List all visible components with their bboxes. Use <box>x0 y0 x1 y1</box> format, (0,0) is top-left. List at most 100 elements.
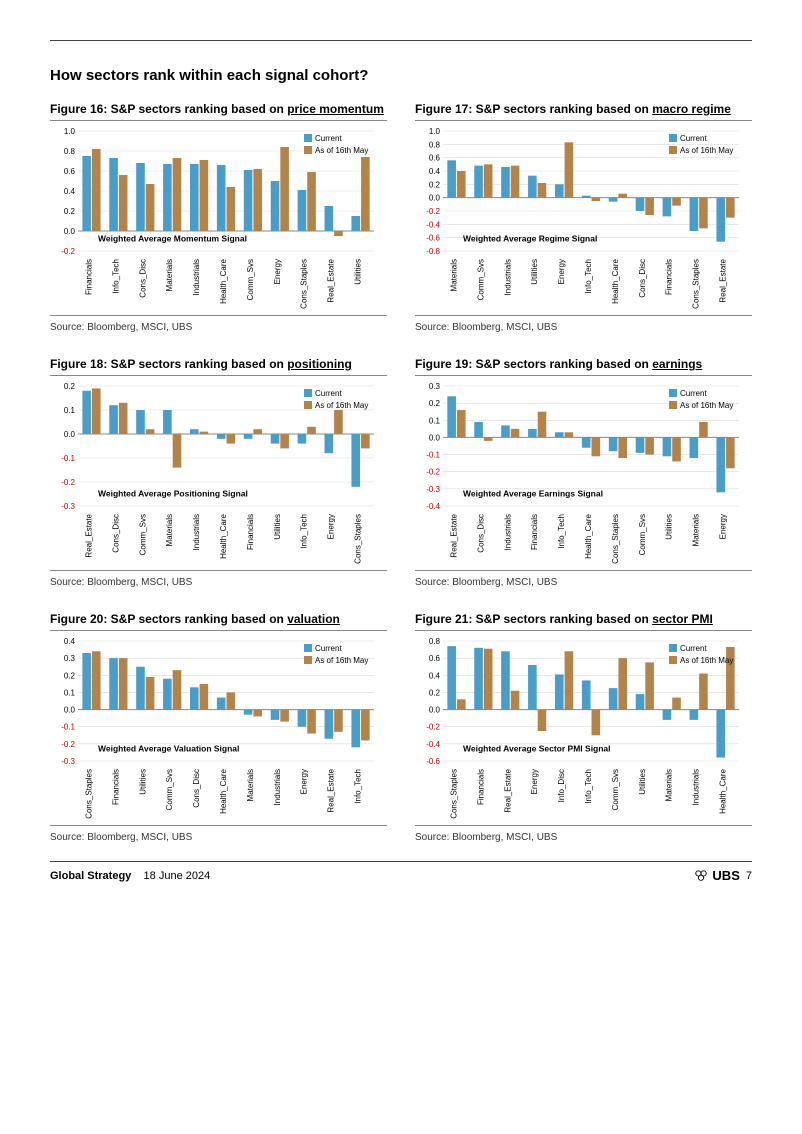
svg-text:Real_Estate: Real_Estate <box>719 258 728 302</box>
svg-text:Industrials: Industrials <box>503 259 512 295</box>
svg-text:Materials: Materials <box>165 259 174 291</box>
svg-text:Real_Estate: Real_Estate <box>327 768 336 812</box>
chart-box: -0.8-0.6-0.4-0.20.00.20.40.60.81.0Materi… <box>415 120 752 316</box>
svg-text:Industrials: Industrials <box>192 259 201 295</box>
svg-text:0.0: 0.0 <box>429 433 441 442</box>
svg-text:Weighted Average Momentum Sign: Weighted Average Momentum Signal <box>98 233 247 243</box>
svg-text:Financials: Financials <box>530 514 539 550</box>
svg-text:1.0: 1.0 <box>429 127 441 136</box>
svg-text:Utilities: Utilities <box>530 259 539 285</box>
svg-text:Info_Tech: Info_Tech <box>300 514 309 549</box>
svg-text:-0.4: -0.4 <box>426 502 440 511</box>
svg-text:-0.4: -0.4 <box>426 220 440 229</box>
svg-text:Energy: Energy <box>530 769 539 794</box>
page-footer: Global Strategy 18 June 2024 UBS 7 <box>50 861 752 883</box>
ubs-logo: UBS <box>694 868 739 883</box>
svg-text:Financials: Financials <box>476 769 485 805</box>
figure-title: Figure 17: S&P sectors ranking based on … <box>415 102 752 116</box>
svg-text:0.2: 0.2 <box>64 382 76 391</box>
svg-text:Energy: Energy <box>273 259 282 284</box>
svg-text:Utilities: Utilities <box>273 514 282 540</box>
figure-title: Figure 20: S&P sectors ranking based on … <box>50 612 387 626</box>
svg-text:As of 16th May: As of 16th May <box>680 656 733 665</box>
svg-text:As of 16th May: As of 16th May <box>680 146 733 155</box>
svg-text:Cons_Staples: Cons_Staples <box>300 259 309 309</box>
figure-fig18: Figure 18: S&P sectors ranking based on … <box>50 357 387 588</box>
svg-text:Utilities: Utilities <box>665 514 674 540</box>
svg-text:0.4: 0.4 <box>64 187 76 196</box>
svg-text:Current: Current <box>315 644 342 653</box>
svg-text:-0.1: -0.1 <box>61 723 75 732</box>
svg-text:0.8: 0.8 <box>64 147 76 156</box>
svg-text:-0.1: -0.1 <box>426 451 440 460</box>
svg-text:Materials: Materials <box>665 769 674 801</box>
svg-text:-0.4: -0.4 <box>426 740 440 749</box>
svg-text:Health_Care: Health_Care <box>584 513 593 558</box>
svg-text:Comm_Svs: Comm_Svs <box>246 259 255 300</box>
svg-text:-0.1: -0.1 <box>61 454 75 463</box>
svg-text:Cons_Staples: Cons_Staples <box>84 769 93 819</box>
svg-text:-0.2: -0.2 <box>426 723 440 732</box>
svg-text:As of 16th May: As of 16th May <box>315 656 368 665</box>
svg-text:As of 16th May: As of 16th May <box>315 146 368 155</box>
svg-text:Weighted Average Regime Signal: Weighted Average Regime Signal <box>463 233 597 243</box>
svg-text:Health_Care: Health_Care <box>219 768 228 813</box>
svg-text:Cons_Staples: Cons_Staples <box>692 259 701 309</box>
svg-text:Comm_Svs: Comm_Svs <box>611 769 620 810</box>
svg-text:0.0: 0.0 <box>64 227 76 236</box>
page: How sectors rank within each signal coho… <box>0 0 802 907</box>
top-rule <box>50 40 752 41</box>
ubs-keys-icon <box>694 869 708 883</box>
svg-text:As of 16th May: As of 16th May <box>680 401 733 410</box>
svg-text:-0.6: -0.6 <box>426 757 440 766</box>
svg-text:Info_Tech: Info_Tech <box>111 259 120 294</box>
svg-text:Utilities: Utilities <box>638 769 647 795</box>
svg-text:Cons_Disc: Cons_Disc <box>476 514 485 553</box>
svg-text:0.0: 0.0 <box>64 430 76 439</box>
svg-text:0.3: 0.3 <box>429 382 441 391</box>
svg-text:Energy: Energy <box>300 769 309 794</box>
svg-text:0.6: 0.6 <box>64 167 76 176</box>
chart-svg: -0.3-0.2-0.10.00.10.2Real_EstateCons_Dis… <box>50 378 380 568</box>
svg-text:0.4: 0.4 <box>64 637 76 646</box>
svg-text:Industrials: Industrials <box>273 769 282 805</box>
svg-text:Current: Current <box>680 389 707 398</box>
svg-text:Comm_Svs: Comm_Svs <box>138 514 147 555</box>
svg-text:Health_Care: Health_Care <box>219 258 228 303</box>
svg-text:Financials: Financials <box>84 259 93 295</box>
svg-text:Utilities: Utilities <box>138 769 147 795</box>
svg-text:Energy: Energy <box>557 259 566 284</box>
svg-text:Cons_Disc: Cons_Disc <box>138 259 147 298</box>
svg-text:Weighted Average Earnings Sign: Weighted Average Earnings Signal <box>463 488 603 498</box>
svg-text:0.2: 0.2 <box>429 399 441 408</box>
svg-text:Financials: Financials <box>111 769 120 805</box>
chart-svg: -0.8-0.6-0.4-0.20.00.20.40.60.81.0Materi… <box>415 123 745 313</box>
svg-text:Energy: Energy <box>719 514 728 539</box>
svg-text:Cons_Disc: Cons_Disc <box>111 514 120 553</box>
svg-text:0.0: 0.0 <box>429 706 441 715</box>
svg-text:-0.6: -0.6 <box>426 234 440 243</box>
svg-text:0.4: 0.4 <box>429 167 441 176</box>
svg-text:Cons_Disc: Cons_Disc <box>638 259 647 298</box>
figure-title: Figure 16: S&P sectors ranking based on … <box>50 102 387 116</box>
svg-text:0.8: 0.8 <box>429 637 441 646</box>
figure-fig20: Figure 20: S&P sectors ranking based on … <box>50 612 387 843</box>
figure-title: Figure 18: S&P sectors ranking based on … <box>50 357 387 371</box>
svg-text:Info_Disc: Info_Disc <box>557 769 566 802</box>
svg-text:1.0: 1.0 <box>64 127 76 136</box>
source-text: Source: Bloomberg, MSCI, UBS <box>50 832 387 843</box>
chart-svg: -0.3-0.2-0.10.00.10.20.30.4Cons_StaplesF… <box>50 633 380 823</box>
svg-text:Materials: Materials <box>165 514 174 546</box>
section-title: How sectors rank within each signal coho… <box>50 67 752 84</box>
chart-box: -0.6-0.4-0.20.00.20.40.60.8Cons_StaplesF… <box>415 630 752 826</box>
footer-right: UBS 7 <box>694 868 752 883</box>
svg-text:Cons_Disc: Cons_Disc <box>192 769 201 808</box>
svg-text:0.2: 0.2 <box>64 207 76 216</box>
svg-text:Utilities: Utilities <box>354 259 363 285</box>
svg-text:Info_Tech: Info_Tech <box>584 769 593 804</box>
source-text: Source: Bloomberg, MSCI, UBS <box>415 577 752 588</box>
svg-text:0.2: 0.2 <box>64 671 76 680</box>
svg-text:Info_Tech: Info_Tech <box>584 259 593 294</box>
svg-text:Info_Tech: Info_Tech <box>557 514 566 549</box>
svg-text:-0.3: -0.3 <box>61 502 75 511</box>
